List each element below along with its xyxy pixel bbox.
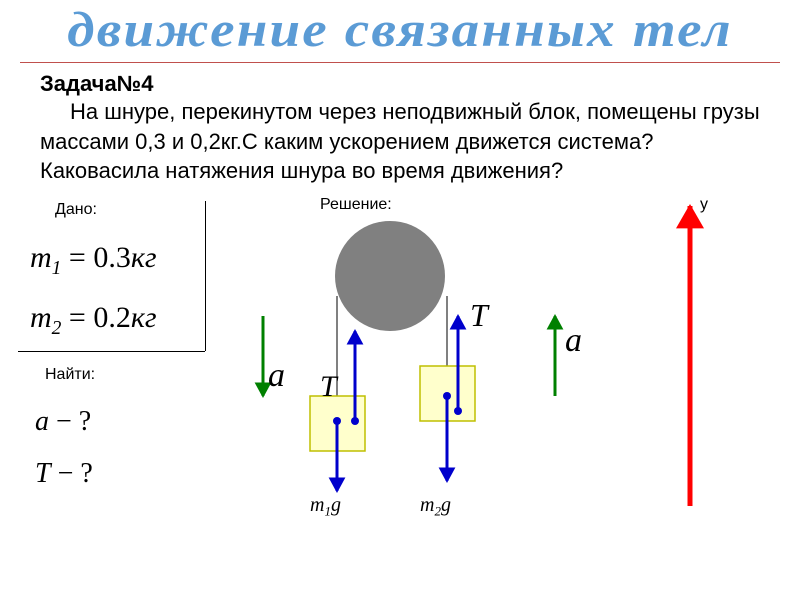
- svg-text:m1g: m1g: [310, 494, 341, 518]
- problem-heading: Задача№4: [40, 71, 153, 96]
- title-divider: [20, 62, 780, 63]
- problem-body: На шнуре, перекинутом через неподвижный …: [40, 97, 760, 186]
- svg-text:T: T: [320, 370, 339, 403]
- svg-text:a: a: [268, 357, 285, 394]
- diagram-area: Дано: Решение: y m1 = 0.3кг m2 = 0.2кг Н…: [0, 186, 800, 556]
- physics-diagram: a Tm1g Tm2g a: [0, 186, 800, 556]
- svg-text:m2g: m2g: [420, 494, 451, 518]
- svg-text:T: T: [470, 297, 490, 333]
- problem-text: Задача№4 На шнуре, перекинутом через неп…: [40, 71, 760, 186]
- svg-text:a: a: [565, 322, 582, 359]
- page-title: движение связанных тел: [0, 0, 800, 58]
